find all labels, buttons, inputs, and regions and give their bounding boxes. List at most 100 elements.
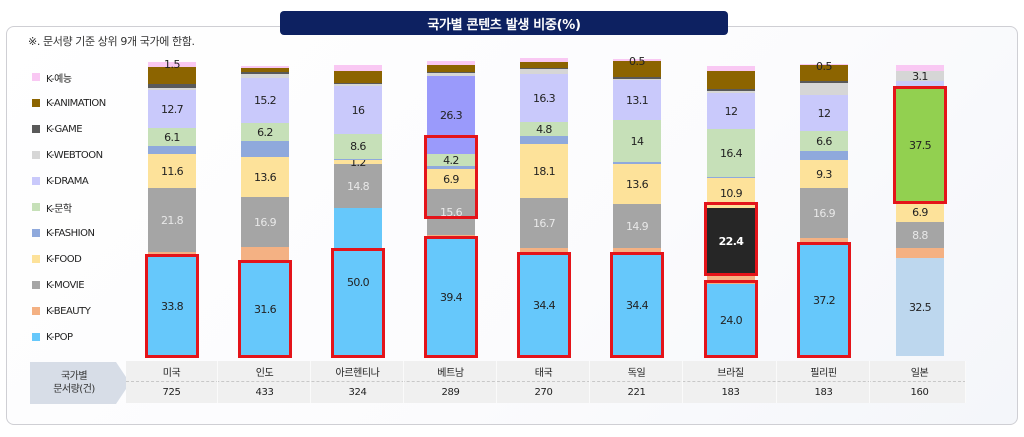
bar-segment	[520, 62, 568, 68]
bar-segment: 33.8	[148, 256, 196, 356]
table-header-label: 국가별 문서량(건)	[30, 362, 130, 404]
bar-segment: 3.1	[896, 70, 944, 83]
legend-item: K-ANIMATION	[32, 96, 142, 110]
bar-segment: 12	[800, 95, 848, 131]
bar-segment: 24.0	[707, 284, 755, 356]
bar-segment	[613, 59, 661, 61]
bar-segment	[707, 71, 755, 89]
bar-segment	[148, 67, 196, 84]
bar-segment	[427, 235, 475, 238]
bar-segment	[148, 146, 196, 154]
bar-segment	[427, 73, 475, 76]
legend-item: K-예능	[32, 70, 142, 85]
legend-label: K-예능	[46, 73, 72, 85]
legend-item: K-GAME	[32, 122, 142, 136]
bar-segment	[148, 88, 196, 90]
bar-segment	[613, 77, 661, 79]
bar-segment	[800, 151, 848, 160]
bar-브라질: 24.0 22.4 10.9 16.4 12	[704, 58, 758, 358]
doc-count-cell: 160	[874, 382, 966, 403]
bar-segment: 32.5	[896, 258, 944, 356]
bar-segment	[241, 141, 289, 157]
table-header-line2: 문서량(건)	[53, 384, 95, 395]
bar-segment	[707, 91, 755, 93]
bar-필리핀: 37.2 16.9 9.3 6.6 12 0.5	[797, 58, 851, 358]
country-cell: 브라질	[685, 361, 777, 382]
bar-top-label: 0.5	[629, 55, 646, 68]
legend-label: K-문학	[46, 203, 72, 215]
bar-segment	[613, 162, 661, 164]
legend-swatch-icon	[32, 229, 40, 237]
bar-segment: 18.1	[520, 144, 568, 198]
legend-item: K-DRAMA	[32, 174, 142, 188]
bar-segment	[896, 81, 944, 89]
legend-label: K-FOOD	[46, 253, 82, 265]
legend-item: K-BEAUTY	[32, 304, 142, 318]
bar-segment: 34.4	[520, 254, 568, 356]
chart-title: 국가별 콘텐츠 발생 비중(%)	[280, 11, 728, 35]
bar-segment: 13.6	[613, 164, 661, 204]
bar-segment	[520, 136, 568, 144]
bar-segment: 12	[707, 93, 755, 129]
doc-count-cell: 183	[778, 382, 870, 403]
bar-segment: 6.1	[148, 128, 196, 146]
bar-일본: 32.5 8.8 6.9 37.5 3.1	[893, 58, 947, 356]
country-cell: 미국	[126, 361, 218, 382]
legend-label: K-FASHION	[46, 227, 95, 239]
doc-count-cell: 221	[591, 382, 683, 403]
bar-segment	[334, 83, 382, 84]
legend-item: K-POP	[32, 330, 142, 344]
bar-segment: 12.7	[148, 90, 196, 128]
bar-segment	[800, 238, 848, 244]
bar-segment	[800, 81, 848, 83]
bar-segment: 34.4	[613, 254, 661, 356]
bar-segment: 37.2	[800, 244, 848, 356]
bar-segment: 31.6	[241, 262, 289, 356]
bar-segment	[613, 79, 661, 80]
bar-segment	[334, 65, 382, 71]
bar-top-label: 0.5	[816, 60, 833, 73]
bar-segment: 6.6	[800, 131, 848, 151]
bar-segment: 10.9	[707, 178, 755, 208]
bar-segment	[148, 252, 196, 256]
bar-segment: 4.8	[520, 122, 568, 136]
legend-item: K-FOOD	[32, 252, 142, 266]
bar-segment: 16.7	[520, 198, 568, 248]
bar-segment: 16	[334, 86, 382, 134]
bar-segment: 1.2	[334, 156, 382, 169]
legend-label: K-GAME	[46, 123, 83, 135]
doc-count-cell: 289	[405, 382, 497, 403]
bar-segment: 8.6	[334, 134, 382, 159]
doc-count-row: 725 433 324 289 270 221 183 183 160	[126, 382, 966, 403]
bar-top-label: 1.5	[164, 58, 181, 71]
bar-segment: 9.3	[800, 160, 848, 188]
bar-segment: 6.2	[241, 123, 289, 141]
bar-segment	[334, 71, 382, 83]
bar-segment	[520, 69, 568, 74]
bar-segment	[241, 74, 289, 78]
legend-item: K-FASHION	[32, 226, 142, 240]
doc-count-cell: 183	[685, 382, 777, 403]
bar-segment	[800, 64, 848, 65]
bar-segment	[613, 61, 661, 77]
legend-label: K-WEBTOON	[46, 149, 103, 161]
bar-미국: 33.8 21.8 11.6 6.1 12.7 1.5	[145, 58, 199, 358]
country-cell: 아르헨티나	[312, 361, 404, 382]
legend-label: K-MOVIE	[46, 279, 85, 291]
bar-독일: 34.4 14.9 13.6 14 13.1 0.5	[610, 55, 664, 358]
bar-segment: 37.5	[896, 89, 944, 201]
bar-segment	[148, 84, 196, 88]
legend-swatch-icon	[32, 255, 40, 263]
legend-swatch-icon	[32, 125, 40, 133]
bar-segment: 26.3	[427, 76, 475, 154]
country-cell: 베트남	[405, 361, 497, 382]
bar-segment	[427, 65, 475, 72]
bar-segment: 39.4	[427, 238, 475, 356]
legend-label: K-DRAMA	[46, 175, 89, 187]
bar-segment	[896, 65, 944, 71]
legend-item: K-WEBTOON	[32, 148, 142, 162]
bar-segment: 14	[613, 120, 661, 162]
doc-count-cell: 270	[498, 382, 590, 403]
bar-segment: 4.2	[427, 154, 475, 167]
bar-태국: 34.4 16.7 18.1 4.8 16.3	[517, 58, 571, 358]
